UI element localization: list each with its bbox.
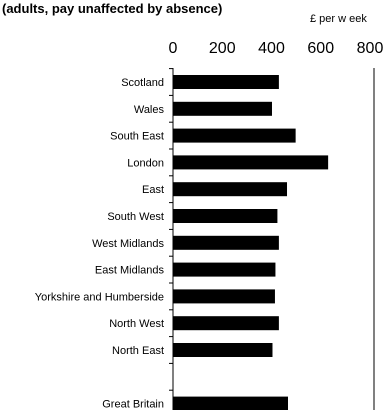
bar <box>173 75 279 89</box>
bar <box>173 128 296 143</box>
x-tick-label: 0 <box>169 40 178 57</box>
y-tick-label: Wales <box>134 104 165 116</box>
y-tick-label: West Midlands <box>92 238 164 250</box>
bar <box>173 182 288 197</box>
x-tick-label: 400 <box>258 40 285 57</box>
bar <box>173 209 278 223</box>
y-tick-label: Yorkshire and Humberside <box>35 291 164 303</box>
y-tick-label: South East <box>110 131 164 143</box>
bar <box>173 316 279 331</box>
bar <box>173 101 272 116</box>
x-axis-ticks: 0 200 400 600 800 <box>169 40 384 57</box>
x-tick-label: 600 <box>307 40 334 57</box>
y-tick-label: North East <box>112 345 164 357</box>
x-tick-label: 800 <box>357 40 384 57</box>
y-tick-label: Scotland <box>121 77 164 89</box>
unit-label: £ per w eek <box>310 13 367 25</box>
bar <box>173 262 276 277</box>
y-tick-label: North West <box>109 318 164 330</box>
bar <box>173 343 273 357</box>
bar <box>173 155 329 170</box>
y-tick-label: East Midlands <box>95 265 165 277</box>
y-tick-label: Great Britain <box>102 399 164 410</box>
y-tick-label: South West <box>107 211 164 223</box>
bar <box>173 396 288 411</box>
x-tick-label: 200 <box>209 40 236 57</box>
chart-subtitle: (adults, pay unaffected by absence) <box>2 1 222 16</box>
bar <box>173 289 275 304</box>
y-tick-label: East <box>142 184 164 196</box>
y-tick-label: London <box>127 157 164 169</box>
bar <box>173 235 279 250</box>
plot-area: Scotland Wales South East London East South W… <box>35 68 375 411</box>
